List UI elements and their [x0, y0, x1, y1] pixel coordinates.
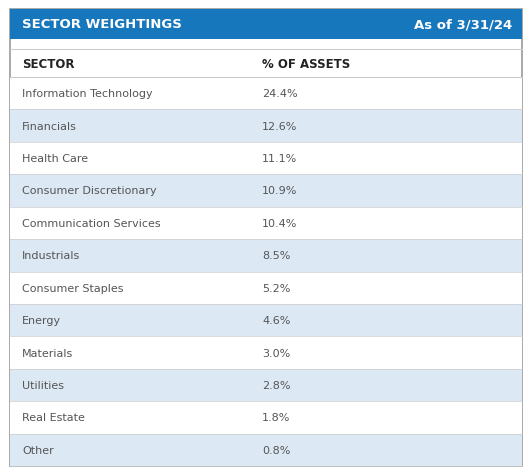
Text: Materials: Materials: [22, 348, 73, 358]
Text: 12.6%: 12.6%: [262, 121, 297, 131]
Text: 8.5%: 8.5%: [262, 251, 290, 261]
Bar: [10, 78, 522, 110]
Text: 5.2%: 5.2%: [262, 283, 290, 293]
Text: Energy: Energy: [22, 316, 61, 326]
Text: Financials: Financials: [22, 121, 77, 131]
Text: % OF ASSETS: % OF ASSETS: [262, 58, 350, 70]
Text: Industrials: Industrials: [22, 251, 80, 261]
Text: 3.0%: 3.0%: [262, 348, 290, 358]
Text: Other: Other: [22, 445, 54, 455]
Text: 0.8%: 0.8%: [262, 445, 290, 455]
Bar: [10, 110, 522, 142]
Text: SECTOR WEIGHTINGS: SECTOR WEIGHTINGS: [22, 19, 182, 31]
Text: Consumer Discretionary: Consumer Discretionary: [22, 186, 156, 196]
Text: Utilities: Utilities: [22, 380, 64, 390]
Bar: [10, 142, 522, 175]
Text: Information Technology: Information Technology: [22, 89, 153, 99]
Text: SECTOR: SECTOR: [22, 58, 74, 70]
Bar: [10, 175, 522, 207]
Bar: [10, 239, 522, 272]
Text: As of 3/31/24: As of 3/31/24: [414, 19, 512, 31]
Text: 10.9%: 10.9%: [262, 186, 297, 196]
Bar: [10, 272, 522, 304]
Text: Communication Services: Communication Services: [22, 218, 161, 228]
Text: 24.4%: 24.4%: [262, 89, 297, 99]
Bar: [10, 10, 522, 40]
Text: Real Estate: Real Estate: [22, 413, 85, 423]
Text: Health Care: Health Care: [22, 154, 88, 164]
Text: 10.4%: 10.4%: [262, 218, 297, 228]
Bar: [10, 337, 522, 369]
Bar: [10, 434, 522, 466]
Text: 11.1%: 11.1%: [262, 154, 297, 164]
Bar: [10, 401, 522, 434]
Text: 4.6%: 4.6%: [262, 316, 290, 326]
Text: 2.8%: 2.8%: [262, 380, 290, 390]
Text: Consumer Staples: Consumer Staples: [22, 283, 123, 293]
Bar: [10, 304, 522, 337]
Text: 1.8%: 1.8%: [262, 413, 290, 423]
Bar: [10, 207, 522, 239]
Bar: [10, 369, 522, 401]
